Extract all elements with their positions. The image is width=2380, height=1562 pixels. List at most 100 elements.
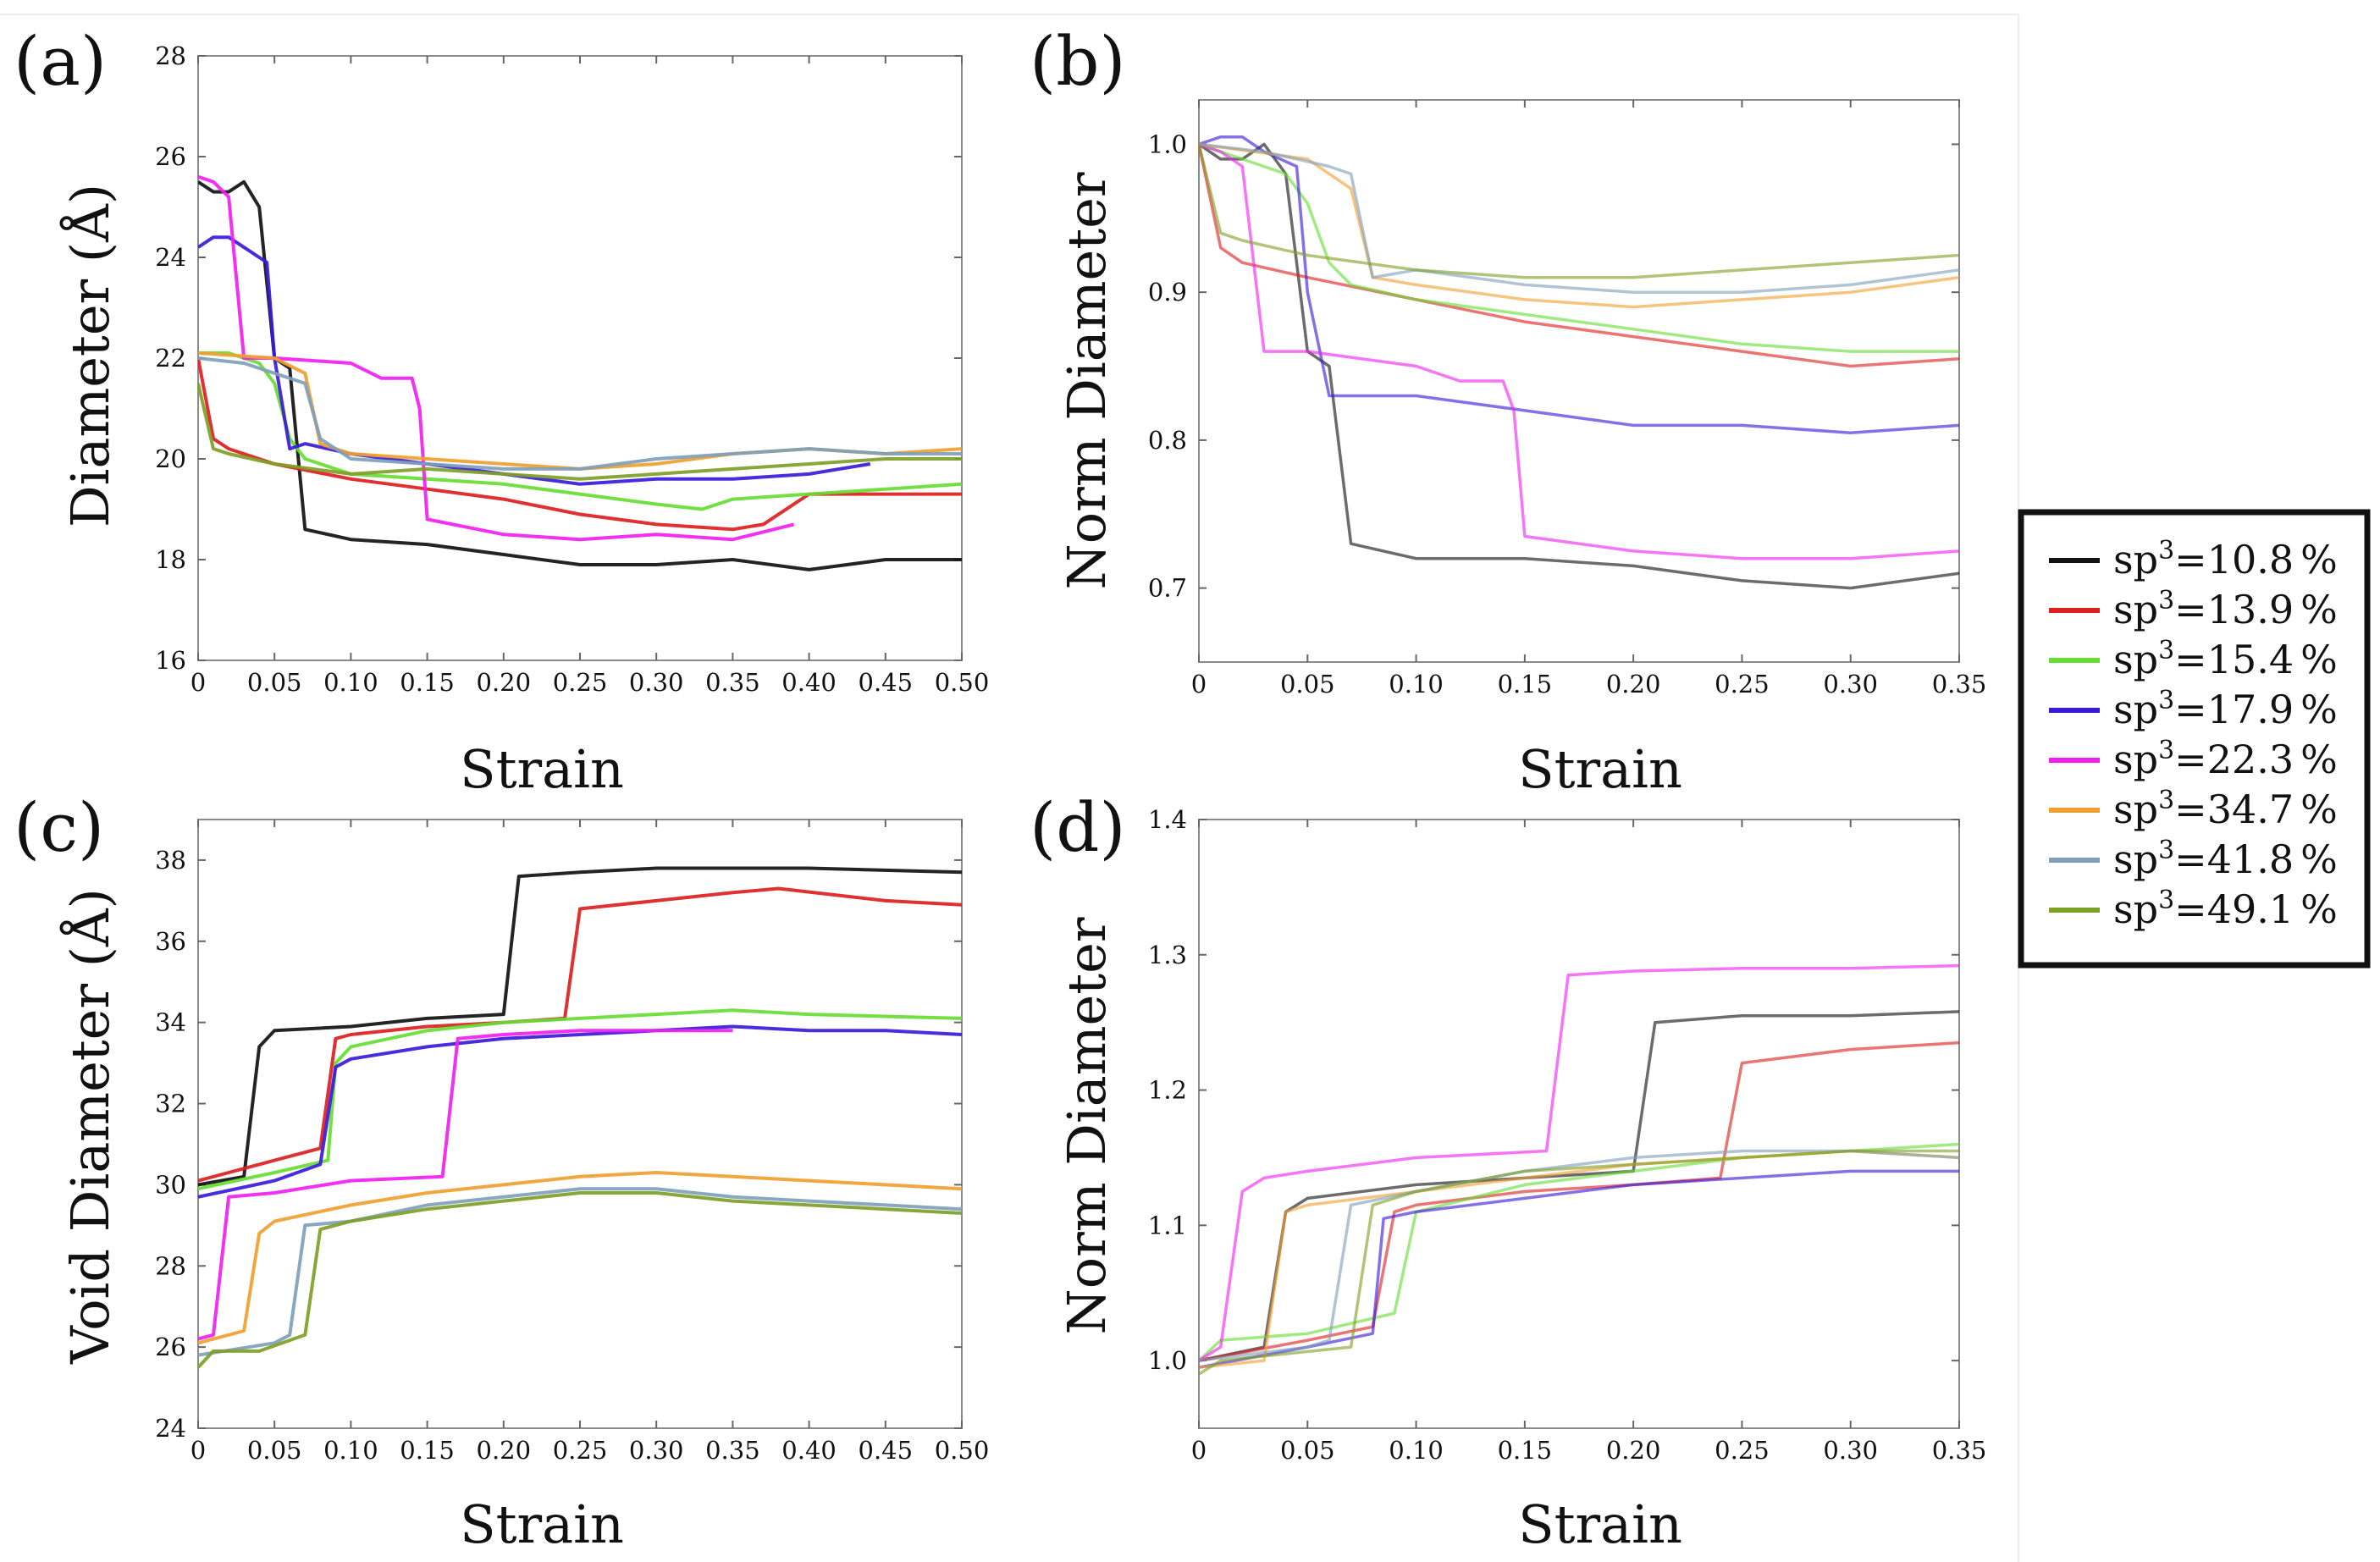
legend-entry-label: sp3=13.9% [2113, 586, 2338, 633]
series-line-sp3-17-9- [1199, 135, 1959, 434]
panel-label: (a) [14, 22, 107, 101]
x-tick-label: 0.20 [477, 668, 532, 697]
y-tick-label: 1.4 [1148, 805, 1187, 834]
x-tick-label: 0.05 [1280, 670, 1335, 698]
x-tick-label: 0.10 [1389, 1436, 1444, 1465]
y-tick-label: 1.0 [1148, 130, 1187, 158]
x-tick-label: 0.10 [323, 668, 378, 697]
x-tick-label: 0.25 [553, 1436, 608, 1465]
x-tick-label: 0.30 [1823, 670, 1878, 698]
series-group [198, 866, 962, 1369]
x-tick-label: 0.10 [1389, 670, 1444, 698]
x-axis-label: Strain [460, 1493, 624, 1555]
y-tick-label: 0.8 [1148, 426, 1187, 455]
x-tick-label: 0.20 [477, 1436, 532, 1465]
y-tick-label: 22 [155, 344, 186, 373]
chart-panel-b: 0 0.05 0.10 0.15 0.20 0.25 0.30 0.35 0.7 0.8 0.9 1.… [1030, 22, 1986, 800]
series-line-sp3-13-9- [1199, 144, 1959, 368]
y-axis-label: Norm Diameter [1056, 917, 1118, 1334]
x-tick-label: 0.35 [1932, 670, 1987, 698]
x-tick-label: 0.40 [781, 668, 837, 697]
y-tick-label: 1.0 [1148, 1346, 1187, 1375]
x-tick-label: 0.20 [1606, 1436, 1661, 1465]
x-tick-label: 0.40 [781, 1436, 837, 1465]
series-line-sp3-17-9- [1199, 1169, 1959, 1369]
series-line-sp3-22-3- [198, 174, 795, 542]
legend-entry-label: sp3=22.3% [2113, 736, 2338, 783]
legend: sp3=10.8 %sp3=13.9 %sp3=15.4 %sp3=17.9 %sp3=… [2018, 509, 2371, 969]
legend-entry-label: sp3=17.9% [2113, 686, 2338, 733]
y-tick-label: 30 [155, 1170, 186, 1199]
series-line-sp3-13-9- [198, 357, 962, 532]
legend-entry-label: sp3=41.8% [2113, 836, 2338, 883]
x-tick-label: 0.30 [1823, 1436, 1878, 1465]
series-line-sp3-22-3- [198, 1029, 733, 1341]
x-tick-label: 0 [1191, 1436, 1207, 1465]
y-tick-label: 0.9 [1148, 278, 1187, 306]
series-line-sp3-41-8- [198, 356, 962, 471]
x-axis-label: Strain [1518, 738, 1682, 800]
series-group [198, 174, 962, 571]
series-line-sp3-10-8- [198, 866, 962, 1187]
x-tick-label: 0.25 [553, 668, 608, 697]
y-tick-label: 26 [155, 1333, 186, 1361]
y-tick-label: 36 [155, 927, 186, 956]
series-line-sp3-41-8- [198, 1187, 962, 1357]
legend-entry-label: sp3=49.1% [2113, 886, 2338, 933]
chart-panel-d: 0 0.05 0.10 0.15 0.20 0.25 0.30 0.35 1.0 1.1 1.2 1.… [1030, 788, 1986, 1555]
x-tick-label: 0.35 [1932, 1436, 1987, 1465]
panel-label: (d) [1030, 788, 1126, 867]
y-tick-label: 18 [155, 545, 186, 574]
series-line-sp3-22-3- [1199, 963, 1959, 1362]
y-tick-label: 0.7 [1148, 574, 1187, 603]
series-line-sp3-49-1- [198, 1191, 962, 1369]
x-tick-label: 0.10 [323, 1436, 378, 1465]
y-tick-label: 20 [155, 444, 186, 473]
chart-panel-a: 0 0.05 0.10 0.15 0.20 0.25 0.30 0.35 0.40 0.45 0.5… [14, 22, 989, 800]
series-group [1199, 963, 1959, 1376]
y-tick-label: 32 [155, 1090, 186, 1118]
y-axis-label: Diameter (Å) [59, 184, 121, 527]
plot-frame [1198, 99, 1960, 663]
x-tick-label: 0.35 [705, 668, 760, 697]
x-tick-label: 0.20 [1606, 670, 1661, 698]
y-tick-label: 24 [155, 1414, 186, 1443]
series-line-sp3-49-1- [1199, 143, 1959, 279]
x-tick-label: 0.25 [1715, 670, 1770, 698]
x-tick-label: 0.15 [1498, 1436, 1553, 1465]
series-line-sp3-13-9- [1199, 1040, 1959, 1362]
series-line-sp3-17-9- [198, 1024, 962, 1199]
series-line-sp3-15-4- [1199, 142, 1959, 353]
x-tick-label: 0.30 [629, 1436, 684, 1465]
y-tick-label: 38 [155, 846, 186, 875]
series-line-sp3-15-4- [198, 351, 962, 511]
plot-frame [1198, 819, 1960, 1429]
y-axis-label: Norm Diameter [1056, 172, 1118, 589]
x-axis-label: Strain [460, 738, 624, 800]
series-line-sp3-49-1- [198, 383, 962, 481]
x-axis-label: Strain [1518, 1493, 1682, 1555]
legend-entry-label: sp3=15.4% [2113, 636, 2338, 683]
x-tick-label: 0.05 [247, 1436, 302, 1465]
y-tick-label: 34 [155, 1008, 186, 1037]
x-tick-label: 0 [191, 1436, 206, 1465]
panel-label: (c) [14, 788, 104, 867]
series-line-sp3-34-7- [1199, 142, 1959, 309]
x-tick-label: 0.15 [1498, 670, 1553, 698]
legend-entry-label: sp3=34.7% [2113, 786, 2338, 833]
y-tick-label: 1.3 [1148, 941, 1187, 969]
y-axis-label: Void Diameter (Å) [59, 888, 121, 1365]
series-line-sp3-34-7- [198, 1171, 962, 1345]
x-tick-label: 0.05 [1280, 1436, 1335, 1465]
x-tick-label: 0.15 [400, 1436, 455, 1465]
y-tick-label: 28 [155, 41, 186, 70]
y-tick-label: 26 [155, 142, 186, 171]
series-group [1199, 135, 1959, 590]
y-tick-label: 24 [155, 243, 186, 272]
panel-label: (b) [1030, 22, 1126, 101]
y-tick-label: 1.1 [1148, 1211, 1187, 1239]
y-tick-label: 1.2 [1148, 1076, 1187, 1105]
x-tick-label: 0.45 [859, 668, 914, 697]
x-tick-label: 0.50 [935, 1436, 990, 1465]
